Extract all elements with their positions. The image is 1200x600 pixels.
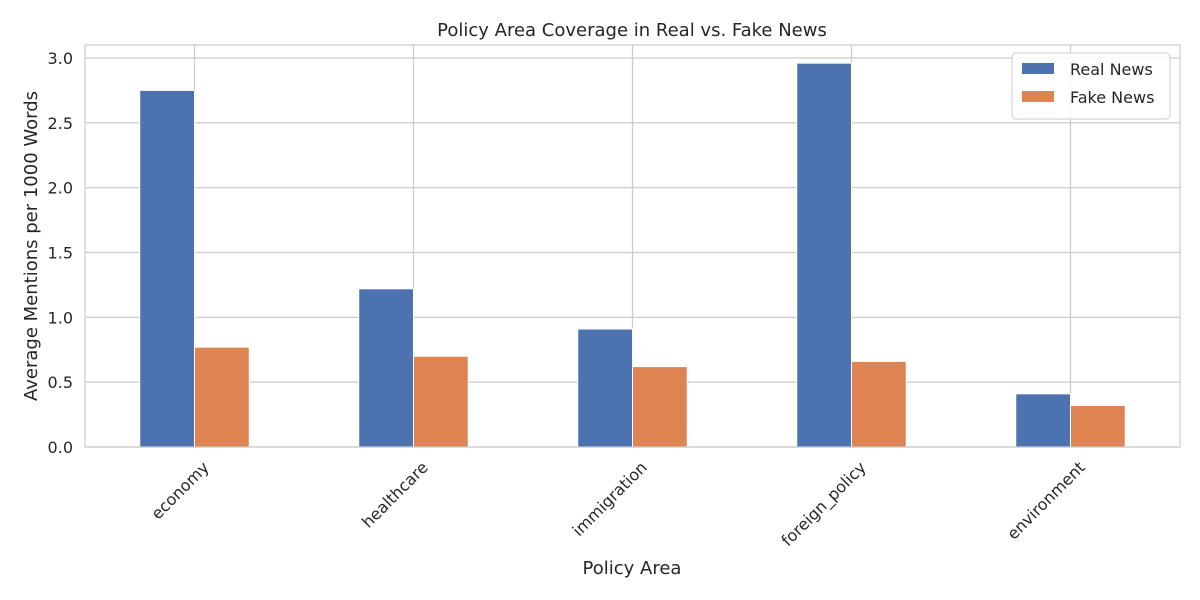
y-axis-title: Average Mentions per 1000 Words xyxy=(21,91,42,401)
legend-label-fake-news: Fake News xyxy=(1070,88,1154,107)
y-tick-label: 1.5 xyxy=(48,243,73,262)
bar-fake-news-environment xyxy=(1070,405,1126,448)
bar-real-news-healthcare xyxy=(358,288,414,448)
bar-fake-news-foreign-policy xyxy=(851,360,907,448)
y-tick-label: 1.0 xyxy=(48,308,73,327)
bar-fake-news-economy xyxy=(194,346,250,448)
chart-title: Policy Area Coverage in Real vs. Fake Ne… xyxy=(437,20,827,41)
bar-real-news-immigration xyxy=(577,328,633,448)
legend-swatch-real-news xyxy=(1022,63,1054,74)
bar-real-news-economy xyxy=(139,89,195,448)
y-tick-label: 2.5 xyxy=(48,114,73,133)
y-tick-labels: 0.0 0.5 1.0 1.5 2.0 2.5 3.0 xyxy=(48,49,73,457)
bar-real-news-environment xyxy=(1015,393,1071,448)
x-axis-title: Policy Area xyxy=(583,558,682,579)
legend-swatch-fake-news xyxy=(1022,91,1054,102)
y-tick-label: 0.0 xyxy=(48,438,73,457)
x-tick-labels: economy healthcare immigration foreign_poli… xyxy=(147,458,1088,551)
x-tick-label-healthcare: healthcare xyxy=(358,458,432,532)
bars xyxy=(139,62,1126,448)
x-tick-label-immigration: immigration xyxy=(569,458,651,540)
bar-fake-news-healthcare xyxy=(413,355,469,448)
bar-real-news-foreign-policy xyxy=(796,62,852,448)
legend-label-real-news: Real News xyxy=(1070,60,1153,79)
plot-frame xyxy=(84,44,1181,448)
y-tick-label: 0.5 xyxy=(48,373,73,392)
x-tick-label-economy: economy xyxy=(147,458,212,523)
y-tick-label: 3.0 xyxy=(48,49,73,68)
y-tick-label: 2.0 xyxy=(48,179,73,198)
bar-fake-news-immigration xyxy=(632,366,688,448)
x-tick-label-foreign-policy: foreign_policy xyxy=(778,458,871,551)
x-tick-label-environment: environment xyxy=(1003,458,1088,543)
legend: Real News Fake News xyxy=(1011,52,1171,120)
